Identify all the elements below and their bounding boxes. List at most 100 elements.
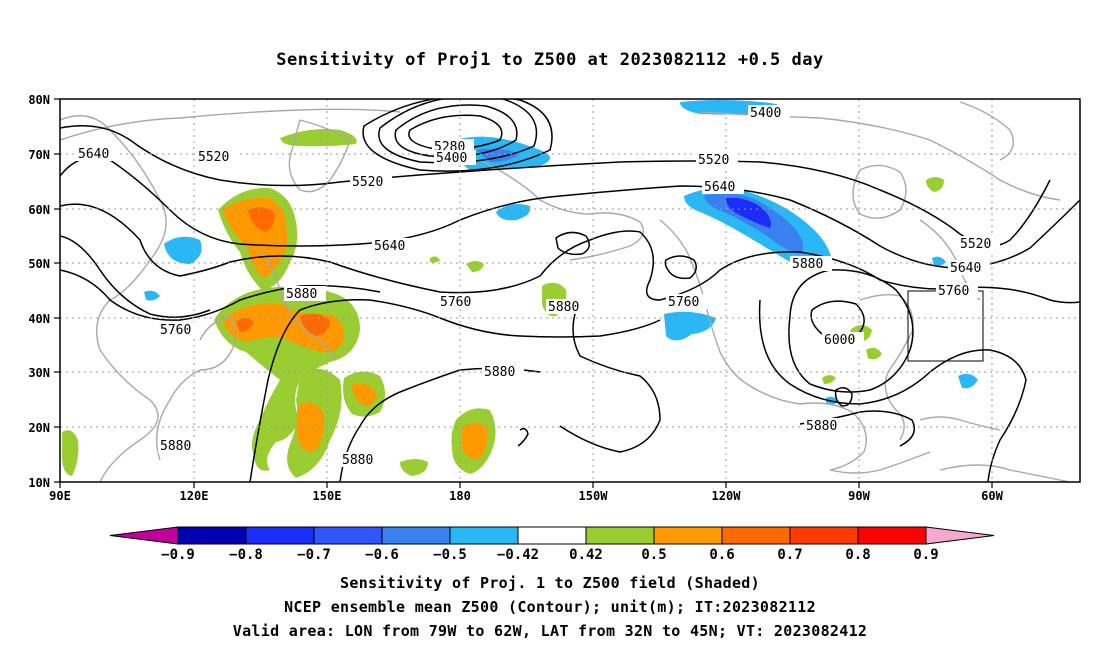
lat-lon-grid — [60, 99, 1080, 482]
contour-label-5520-b: 5520 — [350, 174, 392, 190]
coast-korea-china — [155, 317, 237, 461]
lat-label-70n: 70N — [28, 148, 50, 162]
coast-south-america — [939, 464, 1071, 482]
colorbar-label: −0.7 — [297, 547, 331, 563]
colorbar-segment — [245, 526, 315, 545]
coast-kamchatka — [288, 119, 351, 193]
lon-label-180: 180 — [449, 489, 471, 503]
negative-high-areas — [726, 197, 771, 228]
contour-5760-small-loop — [664, 255, 697, 280]
contour-label-text: 5520 — [198, 150, 229, 165]
contour-label-5760-d: 5760 — [158, 322, 200, 338]
lon-label-150w: 150W — [579, 489, 609, 503]
contour-label-text: 5760 — [668, 295, 699, 310]
contour-label-text: 5520 — [960, 237, 991, 252]
positive-patch-south-china-sea — [62, 430, 79, 476]
colorbar-label: −0.8 — [229, 547, 263, 563]
contour-5760-small-loop-2 — [555, 231, 590, 256]
colorbar-label: 0.5 — [641, 547, 666, 563]
positive-patch-hudson — [926, 177, 944, 192]
colorbar-segment — [313, 526, 383, 545]
caption-line-2: NCEP ensemble mean Z500 (Contour); unit(… — [284, 598, 816, 616]
lat-label-30n: 30N — [28, 366, 50, 380]
contour-label-text: 5760 — [160, 323, 191, 338]
contour-label-group: 5640 5520 5520 5280 5400 5400 5520 5640 … — [76, 105, 1000, 468]
coast-greenland — [959, 101, 1014, 161]
colorbar-segment — [381, 526, 451, 545]
lon-label-120e: 120E — [180, 489, 209, 503]
contour-label-5520-d: 5520 — [958, 236, 1000, 252]
coast-caribbean — [919, 416, 1001, 431]
lat-label-80n: 80N — [28, 93, 50, 107]
contour-label-5640-c: 5640 — [372, 238, 414, 254]
contour-5520-north — [60, 125, 1051, 247]
colorbar-high-arrow — [925, 526, 995, 545]
contour-low-ring-1 — [408, 114, 503, 150]
colorbar-segment — [449, 526, 519, 545]
contour-label-text: 5880 — [792, 257, 823, 272]
colorbar-label: 0.8 — [845, 547, 870, 563]
negative-mid-canada — [704, 192, 804, 254]
contour-5880-central — [559, 299, 661, 453]
caption-line-3: Valid area: LON from 79W to 62W, LAT fro… — [232, 622, 868, 640]
contour-label-text: 5880 — [548, 300, 579, 315]
contour-label-text: 5880 — [806, 419, 837, 434]
positive-mid-dateline — [462, 422, 488, 459]
colorbar-segment — [177, 526, 247, 545]
positive-high-sea — [236, 318, 254, 332]
contour-label-5880-a: 5880 — [790, 256, 832, 272]
negative-patch-okhotsk — [164, 236, 202, 264]
plot-frame — [59, 98, 1081, 483]
contour-small-pacific-1 — [517, 427, 529, 447]
colorbar-segment — [789, 526, 859, 545]
lat-label-40n: 40N — [28, 312, 50, 326]
coast-alaska — [479, 159, 644, 261]
contour-label-5880-b: 5880 — [284, 286, 326, 302]
lon-label-120w: 120W — [712, 489, 742, 503]
contour-label-5400-b: 5400 — [748, 105, 790, 121]
positive-mid-marianas — [352, 383, 377, 406]
colorbar-label: −0.9 — [161, 547, 195, 563]
colorbar-label: 0.6 — [709, 547, 734, 563]
contour-label-5400-a: 5400 — [434, 150, 476, 166]
colorbar-segment — [721, 526, 791, 545]
coast-central-america — [829, 451, 931, 474]
colorbar-segment — [857, 526, 927, 545]
contour-label-5880-c: 5880 — [546, 299, 588, 315]
shaded-sensitivity — [62, 100, 978, 478]
contour-low-ring-2 — [394, 104, 518, 158]
contour-5760-west — [60, 235, 211, 318]
coast-us-east — [859, 293, 914, 441]
lat-tick-labels: 80N 70N 60N 50N 40N 30N 20N 10N — [28, 93, 50, 490]
map-title: Sensitivity of Proj1 to Z500 at 20230821… — [276, 50, 824, 70]
positive-high-sakhalin — [248, 207, 275, 232]
positive-high-areas — [236, 207, 330, 336]
contour-5760 — [60, 203, 1080, 304]
positive-patch-gulf-coast — [822, 375, 836, 384]
contour-label-5880-d: 5880 — [482, 364, 524, 380]
contour-low-ring-4 — [362, 99, 553, 172]
colorbar-label: −0.6 — [365, 547, 399, 563]
contour-label-text: 5400 — [750, 106, 781, 121]
contour-label-text: 5880 — [342, 453, 373, 468]
contour-label-5520-c: 5520 — [696, 152, 738, 168]
negative-patch-labrador — [932, 256, 946, 267]
positive-patch-wake — [400, 459, 428, 476]
colorbar-low-arrow — [109, 526, 179, 545]
contour-label-text: 5520 — [698, 153, 729, 168]
colorbar-label: 0.9 — [913, 547, 938, 563]
contour-label-text: 5640 — [950, 261, 981, 276]
lat-label-10n: 10N — [28, 476, 50, 490]
negative-high-canada — [726, 197, 771, 228]
coast-gulf-mexico — [743, 381, 867, 471]
colorbar-segment — [517, 526, 587, 545]
lon-label-60w: 60W — [981, 489, 1003, 503]
caption-line-1: Sensitivity of Proj. 1 to Z500 field (Sh… — [340, 574, 760, 592]
negative-patch-alaska — [496, 204, 531, 221]
contour-label-text: 6000 — [824, 333, 855, 348]
lat-label-50n: 50N — [28, 257, 50, 271]
contour-label-text: 5880 — [160, 439, 191, 454]
lon-label-90e: 90E — [49, 489, 71, 503]
colorbar: −0.9 −0.8 −0.7 −0.6 −0.5 −0.42 0.42 0.5 0.6 0.7 0.… — [109, 526, 995, 563]
positive-patch-aleutian — [430, 256, 484, 272]
